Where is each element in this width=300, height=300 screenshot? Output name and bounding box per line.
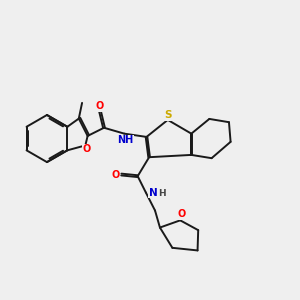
Text: N: N bbox=[149, 188, 158, 197]
Text: O: O bbox=[83, 144, 91, 154]
Text: H: H bbox=[158, 189, 165, 198]
Text: O: O bbox=[111, 169, 120, 179]
Text: S: S bbox=[164, 110, 172, 120]
Text: O: O bbox=[96, 101, 104, 111]
Text: NH: NH bbox=[117, 135, 133, 145]
Text: O: O bbox=[178, 209, 186, 220]
